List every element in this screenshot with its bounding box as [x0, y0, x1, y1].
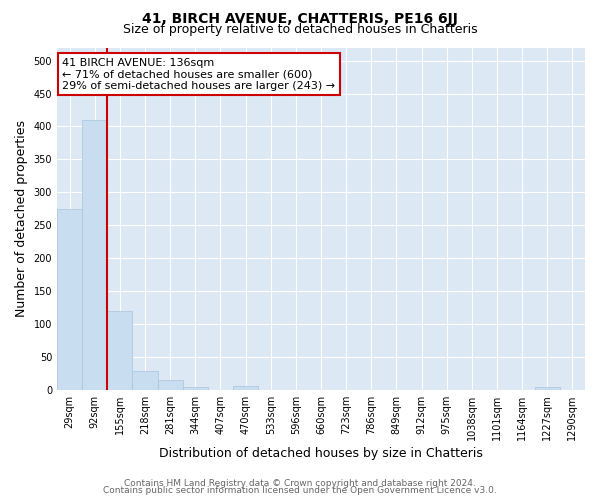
Bar	[82, 120, 107, 390]
Bar	[535, 387, 560, 390]
Bar	[158, 380, 183, 390]
Text: Size of property relative to detached houses in Chatteris: Size of property relative to detached ho…	[122, 22, 478, 36]
Bar	[183, 387, 208, 390]
Bar	[57, 208, 82, 390]
X-axis label: Distribution of detached houses by size in Chatteris: Distribution of detached houses by size …	[159, 447, 483, 460]
Text: Contains public sector information licensed under the Open Government Licence v3: Contains public sector information licen…	[103, 486, 497, 495]
Text: Contains HM Land Registry data © Crown copyright and database right 2024.: Contains HM Land Registry data © Crown c…	[124, 478, 476, 488]
Y-axis label: Number of detached properties: Number of detached properties	[15, 120, 28, 317]
Bar	[133, 371, 158, 390]
Bar	[233, 386, 258, 390]
Bar	[107, 310, 133, 390]
Text: 41, BIRCH AVENUE, CHATTERIS, PE16 6JJ: 41, BIRCH AVENUE, CHATTERIS, PE16 6JJ	[142, 12, 458, 26]
Text: 41 BIRCH AVENUE: 136sqm
← 71% of detached houses are smaller (600)
29% of semi-d: 41 BIRCH AVENUE: 136sqm ← 71% of detache…	[62, 58, 335, 91]
